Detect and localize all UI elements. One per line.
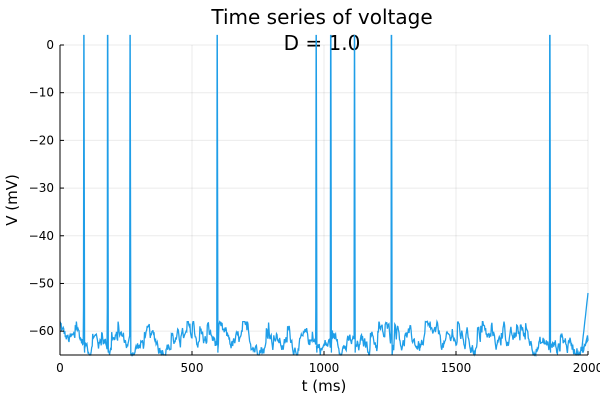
series-lines xyxy=(59,34,589,358)
y-tick-label-1: −10 xyxy=(29,86,54,100)
y-tick-label-0: 0 xyxy=(46,38,54,52)
chart-title: Time series of voltage xyxy=(210,5,432,29)
x-axis-label: t (ms) xyxy=(302,377,347,395)
chart-subtitle: D = 1.0 xyxy=(284,31,361,55)
y-tick-label-4: −40 xyxy=(29,229,54,243)
y-tick-label-5: −50 xyxy=(29,276,54,290)
y-axis-label: V (mV) xyxy=(3,174,21,226)
x-tick-label-3: 1500 xyxy=(441,361,472,375)
y-tick-label-2: −20 xyxy=(29,133,54,147)
y-tick-label-3: −30 xyxy=(29,181,54,195)
grid-lines xyxy=(59,44,589,355)
x-tick-label-1: 500 xyxy=(181,361,204,375)
x-tick-label-0: 0 xyxy=(56,361,64,375)
x-tick-label-4: 2000 xyxy=(573,361,600,375)
tick-labels: 0 500 1000 1500 2000 0 −10 −20 −30 −40 −50 −60 xyxy=(29,38,600,375)
voltage-series-line xyxy=(59,34,589,358)
x-tick-label-2: 1000 xyxy=(309,361,340,375)
y-tick-label-6: −60 xyxy=(29,324,54,338)
axes xyxy=(59,44,589,356)
